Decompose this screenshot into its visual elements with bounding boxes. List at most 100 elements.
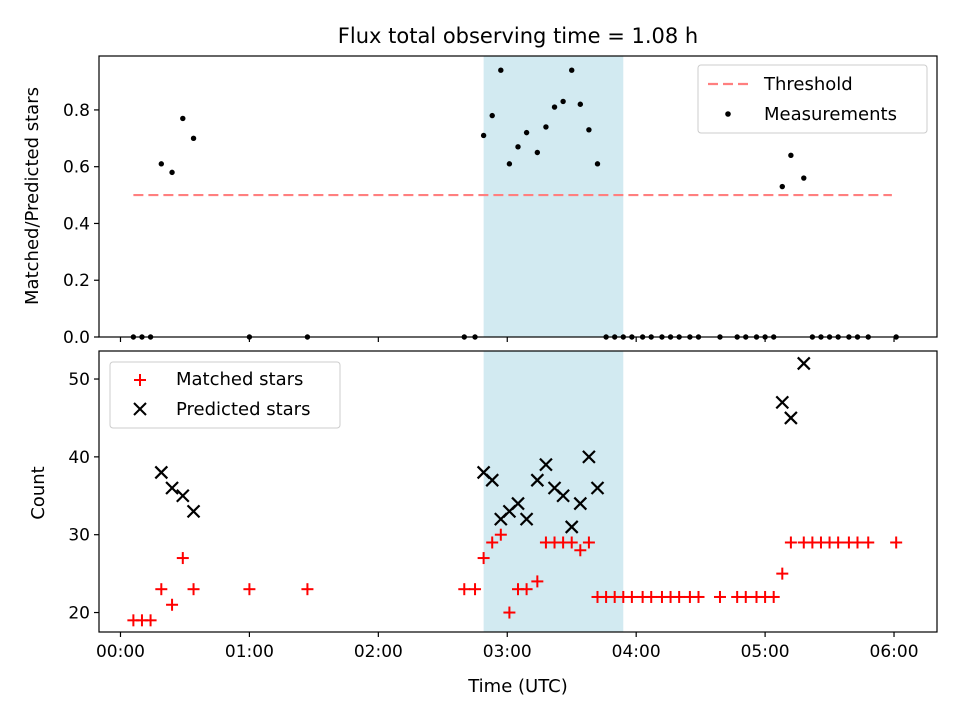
axes-frame <box>98 55 938 338</box>
measurement-point <box>543 124 549 130</box>
predicted-point <box>573 496 588 511</box>
matched-point <box>520 583 533 596</box>
matched-point <box>144 614 157 627</box>
legend-matched-marker <box>134 374 146 386</box>
measurement-point <box>586 127 592 133</box>
x-tick-label: 00:00 <box>96 642 145 662</box>
matched-point <box>477 552 490 565</box>
x-tick-label: 01:00 <box>225 642 274 662</box>
matched-point <box>784 536 797 549</box>
matched-point <box>565 536 578 549</box>
y-tick-label: 30 <box>68 526 90 546</box>
matched-point <box>166 598 179 611</box>
y-tick-label: 20 <box>68 604 90 624</box>
predicted-point <box>519 512 534 526</box>
top-legend: Threshold Measurements <box>697 64 928 134</box>
measurement-point <box>569 67 575 73</box>
legend-measurement-label: Measurements <box>764 104 897 125</box>
matched-point <box>574 544 587 557</box>
chart-title: Flux total observing time = 1.08 h <box>338 24 698 48</box>
predicted-point <box>539 457 553 472</box>
x-tick-label: 03:00 <box>483 642 532 662</box>
measurement-point <box>801 175 807 181</box>
predicted-point <box>564 520 579 534</box>
predicted-point <box>590 481 605 495</box>
legend-threshold-label: Threshold <box>763 74 853 95</box>
matched-point <box>776 567 789 580</box>
x-tick-label: 04:00 <box>612 642 661 662</box>
bottom-panel: 00:00 01:00 02:00 03:00 04:00 05:00 06:00 20 30 4… <box>28 350 938 697</box>
measurement-point <box>788 152 794 159</box>
measurement-point <box>577 101 584 107</box>
matched-point <box>767 590 780 603</box>
matched-point <box>531 575 544 588</box>
matched-point <box>890 536 903 549</box>
predicted-point <box>556 489 570 503</box>
matched-point <box>673 590 686 603</box>
x-tick-label: 02:00 <box>354 642 403 662</box>
measurement-point <box>169 169 175 176</box>
matched-point <box>301 583 314 596</box>
top-ylabel: Matched/Predicted stars <box>22 87 43 305</box>
bottom-xlabel: Time (UTC) <box>467 676 568 697</box>
predicted-point <box>485 473 499 487</box>
measurement-point <box>158 161 165 167</box>
predicted-point <box>165 481 179 495</box>
matched-point <box>713 590 726 603</box>
measurement-point <box>506 161 513 167</box>
predicted-point <box>176 489 190 503</box>
measurement-point <box>498 67 504 73</box>
bottom-ylabel: Count <box>28 466 49 519</box>
legend-predicted-marker <box>133 402 147 416</box>
legend-matched-label: Matched stars <box>176 369 303 390</box>
y-tick-label: 0.0 <box>63 328 90 348</box>
predicted-point <box>797 356 811 371</box>
y-tick-label: 0.6 <box>63 158 90 178</box>
matched-point <box>458 583 471 596</box>
measurement-point <box>190 135 197 142</box>
y-tick-label: 0.8 <box>63 101 90 121</box>
measurement-point <box>551 104 558 110</box>
legend-measurement-marker <box>725 111 731 117</box>
matched-point <box>155 583 168 596</box>
top-panel: 0.00.20.40.60.8 Matched/Predicted stars … <box>22 55 938 348</box>
measurement-point <box>560 98 566 105</box>
matched-point <box>176 552 189 565</box>
matched-point <box>494 528 507 541</box>
y-tick-label: 0.2 <box>63 271 90 291</box>
predicted-point <box>186 504 201 519</box>
matched-point <box>582 536 595 549</box>
predicted-point <box>582 450 596 464</box>
predicted-points <box>154 356 811 534</box>
matched-point <box>503 606 516 619</box>
y-tick-label: 40 <box>68 448 90 468</box>
bottom-legend: Matched stars Predicted stars <box>109 361 341 429</box>
measurement-point <box>489 112 495 119</box>
x-tick-label: 05:00 <box>741 642 790 662</box>
matched-point <box>739 590 752 603</box>
matched-point <box>645 590 658 603</box>
top-highlight-span <box>483 56 624 337</box>
matched-point <box>862 536 875 549</box>
measurement-point <box>594 161 601 167</box>
predicted-point <box>154 465 169 480</box>
matched-point <box>625 590 638 603</box>
measurement-point <box>480 132 487 139</box>
matched-point <box>243 583 256 596</box>
matched-points <box>127 528 903 627</box>
x-tick-label: 06:00 <box>870 642 919 662</box>
predicted-point <box>775 395 790 410</box>
predicted-point <box>511 496 525 511</box>
matched-point <box>692 590 705 603</box>
axes-frame <box>98 350 938 633</box>
matched-point <box>851 536 864 549</box>
legend-predicted-label: Predicted stars <box>176 399 310 420</box>
y-tick-label: 50 <box>68 370 90 390</box>
measurement-points <box>130 67 899 340</box>
predicted-point <box>530 473 545 487</box>
measurement-point <box>180 115 186 122</box>
matched-point <box>187 583 200 596</box>
y-tick-label: 0.4 <box>63 214 90 234</box>
measurement-point <box>534 149 541 156</box>
